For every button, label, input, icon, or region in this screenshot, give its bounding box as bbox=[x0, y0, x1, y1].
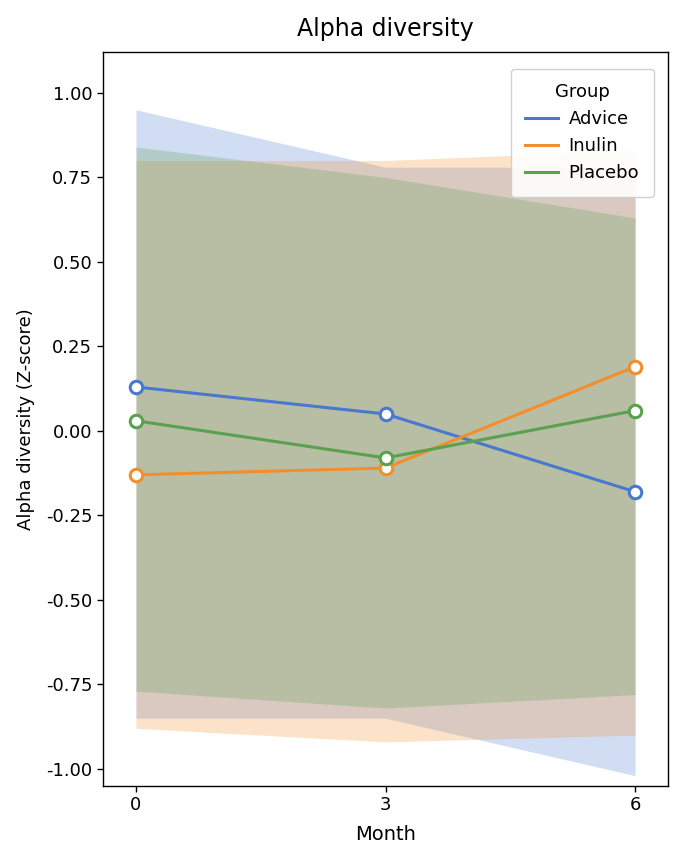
Title: Alpha diversity: Alpha diversity bbox=[297, 16, 474, 40]
X-axis label: Month: Month bbox=[355, 826, 416, 845]
Legend: Advice, Inulin, Placebo: Advice, Inulin, Placebo bbox=[511, 69, 653, 196]
Y-axis label: Alpha diversity (Z-score): Alpha diversity (Z-score) bbox=[16, 308, 35, 530]
